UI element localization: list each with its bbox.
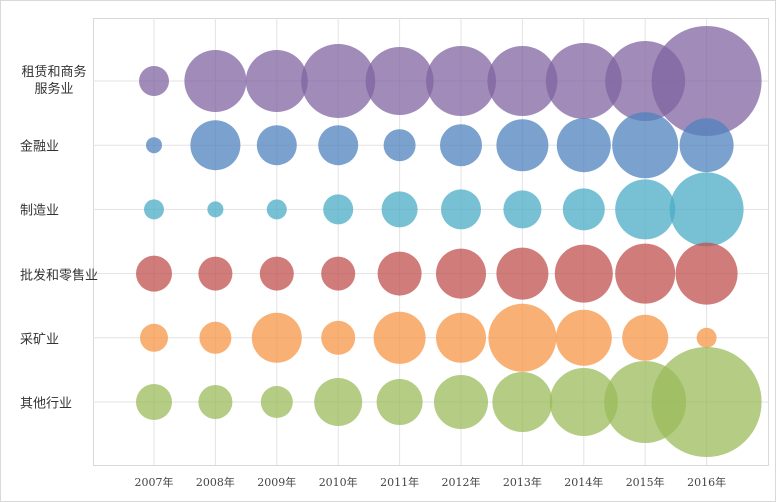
bubble [198,385,233,419]
bubble [679,118,734,173]
bubble [436,248,486,299]
bubble [146,137,162,154]
plot-border [93,18,769,466]
y-tick-label: 批发和零售业 [20,268,99,284]
bubble [669,172,744,247]
bubble [549,368,618,436]
bubble [323,194,354,225]
bubble [562,188,605,231]
bubble [555,309,612,366]
bubble [545,43,622,119]
bubble [651,347,762,457]
bubble [136,255,172,292]
y-tick-label: 租赁和商务服务业 [21,65,87,97]
bubble [556,118,611,173]
x-tick-label: 2016年 [687,475,726,489]
bubble [554,244,613,303]
bubble [696,327,717,348]
bubble [434,375,488,429]
y-tick-label: 其他行业 [20,396,73,412]
bubble [365,47,434,115]
bubble [266,199,287,220]
bubble [612,112,679,179]
bubble [376,379,423,425]
bubble [383,129,416,162]
bubble [321,256,356,291]
bubble [318,125,359,166]
bubble [301,44,376,118]
bubble [377,251,422,296]
bubble [140,323,168,352]
x-tick-label: 2010年 [319,475,358,489]
bubble [436,312,486,363]
bubble [251,312,302,363]
bubble [184,50,247,112]
bubble [199,321,232,354]
bubble [198,256,233,291]
bubble [245,50,308,112]
x-tick-label: 2014年 [564,475,603,489]
bubble [190,120,241,171]
bubble [622,314,669,361]
bubble [314,378,363,426]
bubble [381,191,418,228]
y-tick-label: 金融业 [20,139,60,155]
bubble [256,125,297,166]
bubble [139,66,169,96]
bubble [496,247,549,300]
x-tick-label: 2015年 [626,475,665,489]
y-tick-label: 采矿业 [20,332,60,348]
bubble [207,201,224,218]
bubble [651,26,762,136]
x-tick-label: 2007年 [135,475,174,489]
bubble [503,190,542,229]
bubble [260,386,293,418]
bubble [496,119,549,172]
bubble [441,189,481,230]
bubble [321,320,356,355]
x-tick-label: 2012年 [442,475,481,489]
y-tick-label: 制造业 [20,203,60,219]
x-tick-label: 2011年 [380,475,419,489]
x-tick-label: 2008年 [196,475,235,489]
x-tick-label: 2009年 [257,475,296,489]
bubble [136,384,172,420]
bubble [492,372,553,432]
bubble [144,199,164,220]
x-tick-label: 2013年 [503,475,542,489]
bubble [373,311,426,364]
bubble [426,46,496,116]
bubble [488,303,557,372]
bubble [440,124,482,167]
bubble [675,242,738,305]
bubble [259,256,294,291]
bubble [615,179,676,240]
bubble [487,46,558,116]
bubble [615,243,676,304]
